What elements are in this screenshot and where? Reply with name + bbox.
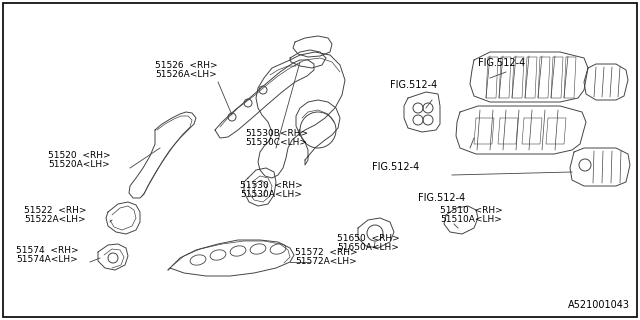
- Text: FIG.512-4: FIG.512-4: [372, 162, 419, 172]
- Text: 51574  <RH>: 51574 <RH>: [16, 246, 79, 255]
- Text: 51530  <RH>: 51530 <RH>: [240, 181, 303, 190]
- Text: 51650A<LH>: 51650A<LH>: [337, 243, 399, 252]
- Text: FIG.512-4: FIG.512-4: [418, 193, 465, 203]
- Text: 51526  <RH>: 51526 <RH>: [155, 61, 218, 70]
- Text: 51572  <RH>: 51572 <RH>: [295, 248, 358, 257]
- Text: 51650  <RH>: 51650 <RH>: [337, 234, 400, 243]
- Text: 51530A<LH>: 51530A<LH>: [240, 190, 302, 199]
- Text: A521001043: A521001043: [568, 300, 630, 310]
- Text: 51520A<LH>: 51520A<LH>: [48, 160, 109, 169]
- Text: 51526A<LH>: 51526A<LH>: [155, 70, 217, 79]
- Text: FIG.512-4: FIG.512-4: [390, 80, 437, 90]
- Text: 51530C<LH>: 51530C<LH>: [245, 138, 307, 147]
- Text: 51510A<LH>: 51510A<LH>: [440, 215, 502, 224]
- Text: 51572A<LH>: 51572A<LH>: [295, 257, 356, 266]
- Text: 51530B<RH>: 51530B<RH>: [245, 129, 308, 138]
- Text: 51522A<LH>: 51522A<LH>: [24, 215, 86, 224]
- Text: 51574A<LH>: 51574A<LH>: [16, 255, 77, 264]
- Text: FIG.512-4: FIG.512-4: [478, 58, 525, 68]
- Text: 51520  <RH>: 51520 <RH>: [48, 151, 111, 160]
- Text: 51522  <RH>: 51522 <RH>: [24, 206, 86, 215]
- Text: 51510  <RH>: 51510 <RH>: [440, 206, 503, 215]
